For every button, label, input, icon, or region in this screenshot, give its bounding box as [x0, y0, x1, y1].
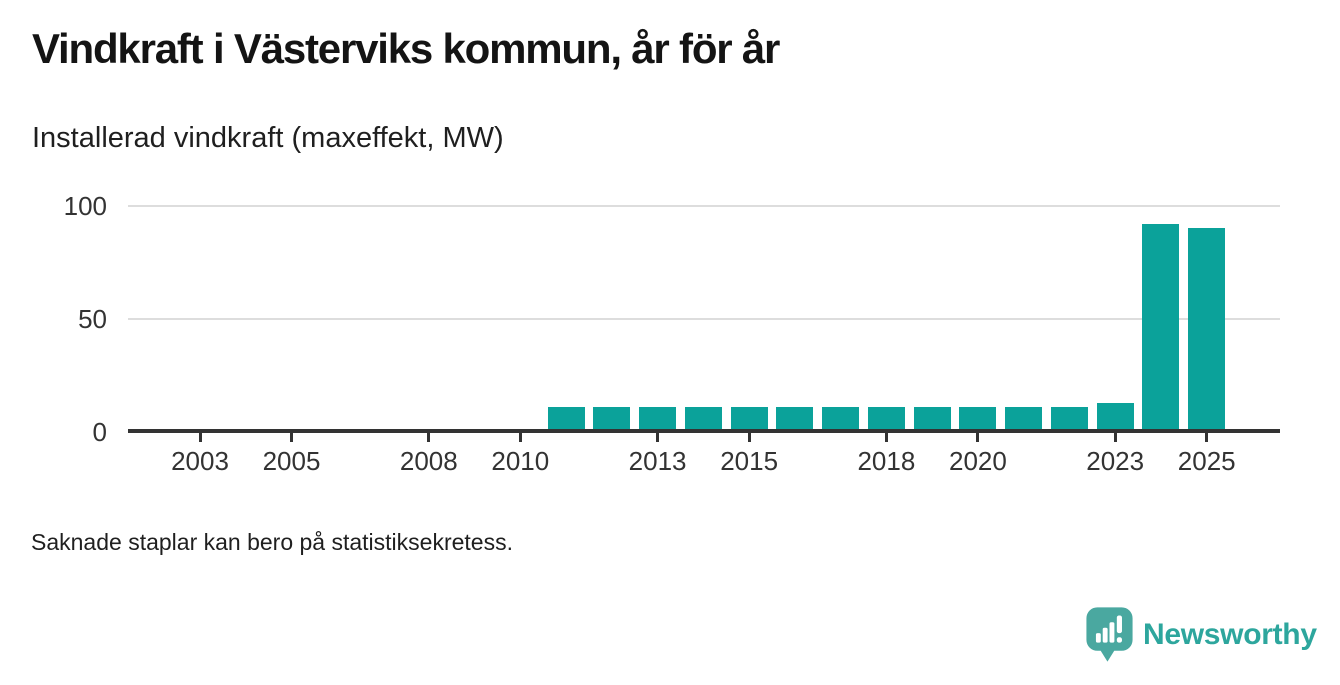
x-axis-line [128, 429, 1280, 433]
x-tick-label-2020: 2020 [948, 446, 1007, 476]
newsworthy-logo-mark-icon [1086, 607, 1133, 662]
bar-2014 [684, 406, 722, 429]
bar-2017 [822, 406, 860, 429]
x-tick-label-2010: 2010 [491, 446, 550, 476]
bar-2022 [1050, 406, 1088, 429]
gridline-50 [128, 317, 1280, 320]
y-axis-label-50: 50 [78, 303, 107, 334]
newsworthy-wordmark: Newsworthy [1143, 617, 1317, 651]
bar-chart-plot-area: 0 50 100 2003 2005 2008 2010 2013 2015 2018 2020 20… [63, 190, 1280, 476]
bar-2019 [913, 406, 951, 429]
chart-title: Vindkraft i Västerviks kommun, år för år [32, 25, 780, 72]
bar-2020 [959, 406, 997, 429]
x-tick-2020 [976, 433, 980, 442]
x-tick-2010 [518, 433, 522, 442]
x-tick-2023 [1113, 433, 1117, 442]
y-axis-label-0: 0 [92, 416, 107, 447]
bar-2023 [1096, 403, 1134, 429]
gridline-100 [128, 204, 1280, 207]
bar-2025 [1188, 228, 1226, 429]
x-tick-label-2013: 2013 [628, 446, 687, 476]
footnote: Saknade staplar kan bero på statistiksek… [31, 529, 513, 555]
bar-2015 [730, 406, 768, 429]
x-tick-label-2005: 2005 [262, 446, 321, 476]
bar-2024 [1142, 223, 1180, 429]
y-axis-label-100: 100 [63, 190, 107, 221]
bar-2016 [776, 406, 814, 429]
x-tick-label-2023: 2023 [1086, 446, 1145, 476]
newsworthy-logo: Newsworthy [1085, 606, 1317, 663]
x-tick-label-2025: 2025 [1177, 446, 1236, 476]
x-tick-label-2018: 2018 [857, 446, 916, 476]
bar-2021 [1005, 406, 1043, 429]
x-tick-label-2015: 2015 [720, 446, 779, 476]
bar-2013 [639, 406, 677, 429]
chart-subtitle: Installerad vindkraft (maxeffekt, MW) [32, 122, 504, 154]
x-tick-2008 [427, 433, 431, 442]
bar-2011 [547, 406, 585, 429]
x-tick-2005 [290, 433, 294, 442]
bar-2018 [867, 406, 905, 429]
x-tick-2015 [747, 433, 751, 442]
x-tick-label-2008: 2008 [399, 446, 458, 476]
x-tick-2003 [198, 433, 202, 442]
x-tick-2013 [656, 433, 660, 442]
bar-2012 [593, 406, 631, 429]
x-tick-2025 [1205, 433, 1209, 442]
x-tick-2018 [884, 433, 888, 442]
x-tick-label-2003: 2003 [171, 446, 229, 476]
